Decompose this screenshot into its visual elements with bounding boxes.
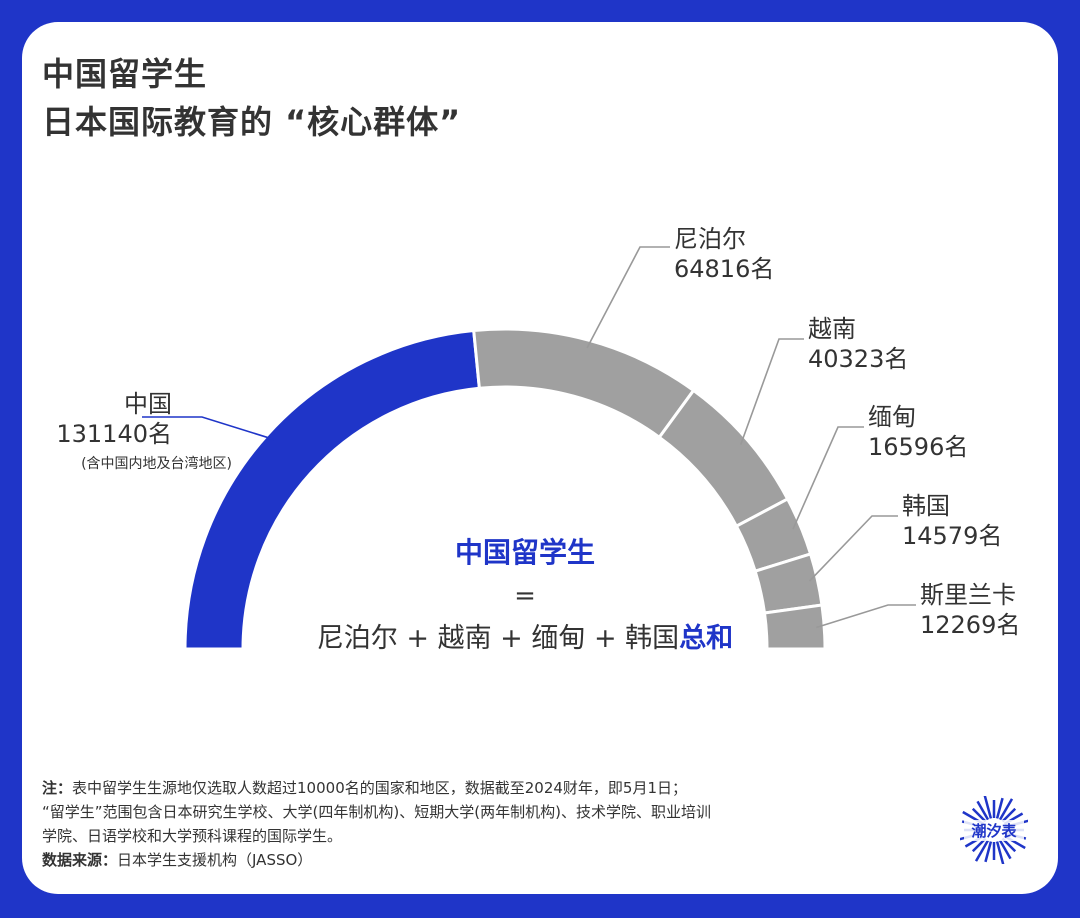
logo-ray <box>974 839 990 862</box>
slice-value-vietnam: 40323名 <box>808 345 908 373</box>
center-equation-bold: 总和 <box>679 623 733 654</box>
slice-sri-lanka <box>762 603 827 651</box>
slice-value-myanmar: 16596名 <box>868 433 968 461</box>
slice-label-korea: 韩国 <box>902 492 950 520</box>
logo-ray <box>971 807 987 823</box>
slice-value-china: 131140名 <box>56 420 172 448</box>
footnote-line-2: “留学生”范围包含日本研究生学校、大学(四年制机构)、短期大学(两年制机构)、技… <box>42 803 711 821</box>
center-equation: 尼泊尔 + 越南 + 缅甸 + 韩国总和 <box>317 623 733 654</box>
footnote: 注：表中留学生生源地仅选取人数超过10000名的国家和地区，数据截至2024财年… <box>42 776 962 872</box>
footnote-line-1: 注：表中留学生生源地仅选取人数超过10000名的国家和地区，数据截至2024财年… <box>42 776 962 800</box>
leader-line-china <box>142 416 275 441</box>
logo-ray <box>983 794 993 819</box>
slice-label-vietnam: 越南 <box>808 315 856 343</box>
leader-line-vietnam <box>739 338 804 445</box>
slice-label-sri-lanka: 斯里兰卡 <box>920 581 1016 609</box>
footnote-line-3: 学院、日语学校和大学预科课程的国际学生。 <box>42 827 343 845</box>
source-label: 数据来源： <box>42 851 118 869</box>
logo-ray <box>1001 807 1017 823</box>
logo-ray <box>998 839 1012 860</box>
note-label: 注： <box>42 779 73 797</box>
slice-label-china: 中国 <box>124 390 172 418</box>
title-line-1: 中国留学生 <box>42 55 208 93</box>
slice-label-nepal: 尼泊尔 <box>674 225 746 253</box>
source-line: 数据来源：日本学生支援机构（JASSO） <box>42 848 962 872</box>
infographic-card: 中国留学生 日本国际教育的 “核心群体” 中国 131140名 (含中国内地及台湾地… <box>22 22 1058 894</box>
logo-ray <box>995 841 1005 866</box>
title-line-2: 日本国际教育的 “核心群体” <box>42 103 462 141</box>
logo-text: 潮汐表 <box>964 820 1024 841</box>
slice-value-nepal: 64816名 <box>674 255 774 283</box>
source-text: 日本学生支援机构（JASSO） <box>117 851 313 869</box>
slice-china <box>183 328 482 651</box>
leader-line-sri-lanka <box>816 604 916 629</box>
slice-label-myanmar: 缅甸 <box>868 403 916 431</box>
slice-nepal <box>472 327 696 440</box>
center-equals: = <box>514 581 536 611</box>
logo-ray <box>998 798 1014 821</box>
logo-ray <box>984 841 993 863</box>
leader-line-nepal <box>586 246 670 349</box>
leader-line-myanmar <box>792 426 864 530</box>
logo-ray <box>995 797 1004 819</box>
page-title: 中国留学生 日本国际教育的 “核心群体” <box>42 50 461 146</box>
slice-note-china: (含中国内地及台湾地区) <box>81 455 232 472</box>
leader-line-korea <box>808 515 898 582</box>
brand-logo: 潮汐表 <box>958 794 1030 866</box>
center-title: 中国留学生 <box>455 536 595 569</box>
slice-value-korea: 14579名 <box>902 522 1002 550</box>
logo-ray <box>976 800 990 821</box>
slice-vietnam <box>657 388 790 529</box>
center-equation-plain: 尼泊尔 + 越南 + 缅甸 + 韩国 <box>317 623 679 654</box>
slice-value-sri-lanka: 12269名 <box>920 611 1020 639</box>
note-text-1: 表中留学生生源地仅选取人数超过10000名的国家和地区，数据截至2024财年，即… <box>72 779 687 797</box>
